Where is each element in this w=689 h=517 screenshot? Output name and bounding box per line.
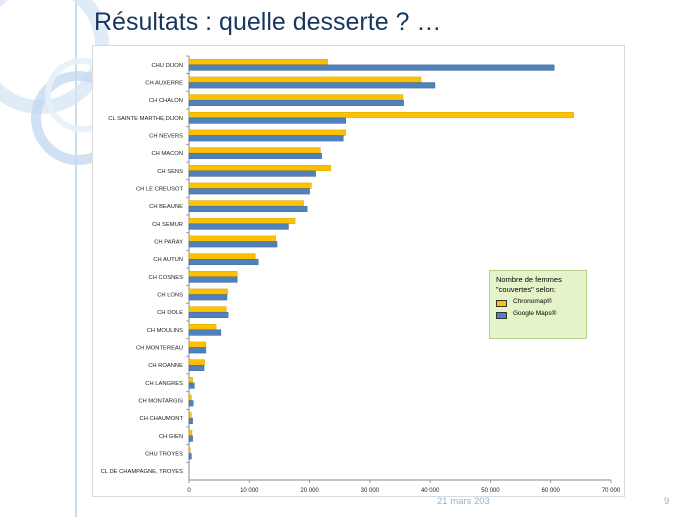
- bar-google-maps-ch-lons: [188, 294, 228, 301]
- bar-chronomap-ch-beaune: [188, 200, 304, 207]
- x-tick-label-10-000: 10 000: [240, 488, 259, 494]
- bar-chronomap-ch-lons: [188, 288, 228, 295]
- bar-google-maps-ch-nevers: [188, 135, 344, 142]
- bar-chronomap-ch-le-creusot: [188, 182, 312, 189]
- bar-chronomap-ch-semur: [188, 218, 296, 225]
- category-label-ch-nevers: CH NEVERS: [149, 134, 183, 140]
- bar-google-maps-ch-sens: [188, 170, 316, 177]
- bar-google-maps-chu-troyes: [188, 453, 192, 460]
- footer-date: 21 mars 203: [437, 496, 490, 507]
- category-labels: CHU DIJON CH AUXERRE CH CHALON CL SAINTE MA…: [101, 55, 189, 475]
- category-label-ch-moulins: CH MOULINS: [147, 328, 184, 334]
- bars: [188, 59, 574, 460]
- bar-chronomap-ch-langres: [188, 377, 193, 384]
- bar-google-maps-ch-beaune: [188, 205, 308, 212]
- legend-label-chronomap: Chronomap®: [513, 298, 552, 305]
- category-label-ch-semur: CH SEMUR: [152, 222, 183, 228]
- category-label-ch-roanne: CH ROANNE: [148, 363, 183, 369]
- category-label-ch-lons: CH LONS: [157, 293, 183, 299]
- legend-swatch-chronomap: [496, 300, 507, 307]
- x-tick-label-40-000: 40 000: [421, 488, 440, 494]
- x-tick-label-0: 0: [187, 488, 191, 494]
- x-tick-label-60-000: 60 000: [542, 488, 561, 494]
- bar-google-maps-ch-moulins: [188, 329, 222, 336]
- bar-chronomap-cl-sainte-marthe-dijon: [188, 112, 574, 119]
- bar-chronomap-ch-moulins: [188, 324, 217, 331]
- bar-google-maps-ch-cosnes: [188, 276, 238, 283]
- bar-chronomap-ch-cosnes: [188, 271, 238, 278]
- bar-google-maps-cl-sainte-marthe-dijon: [188, 117, 346, 124]
- bar-chronomap-chu-dijon: [188, 59, 328, 66]
- category-label-chu-troyes: CHU TROYES: [145, 452, 183, 458]
- bar-google-maps-ch-paray: [188, 241, 278, 248]
- legend-item-chronomap: Chronomap®: [496, 298, 580, 307]
- bar-google-maps-ch-macon: [188, 152, 322, 159]
- bar-chronomap-ch-autun: [188, 253, 256, 260]
- bar-chronomap-ch-paray: [188, 235, 277, 242]
- slide-title: Résultats : quelle desserte ? …: [94, 8, 442, 36]
- category-label-ch-sens: CH SENS: [157, 169, 183, 175]
- bar-google-maps-ch-auxerre: [188, 82, 436, 89]
- category-label-ch-chaumont: CH CHAUMONT: [140, 416, 184, 422]
- legend-title: Nombre de femmes "couvertes" selon:: [496, 275, 562, 294]
- bar-chronomap-chu-troyes: [188, 447, 191, 454]
- category-label-ch-autun: CH AUTUN: [153, 257, 183, 263]
- x-tick-label-50-000: 50 000: [481, 488, 500, 494]
- category-label-ch-beaune: CH BEAUNE: [149, 204, 183, 210]
- category-label-ch-auxerre: CH AUXERRE: [145, 81, 183, 87]
- bar-chart: CHU DIJON CH AUXERRE CH CHALON CL SAINTE MA…: [101, 55, 621, 494]
- x-tick-label-70-000: 70 000: [602, 488, 621, 494]
- bar-google-maps-ch-gien: [188, 435, 193, 442]
- x-tick-label-20-000: 20 000: [300, 488, 319, 494]
- chart-legend: Nombre de femmes "couvertes" selon: Chro…: [489, 270, 587, 339]
- bar-google-maps-ch-langres: [188, 382, 195, 389]
- page-number: 9: [664, 496, 670, 507]
- category-label-ch-chalon: CH CHALON: [149, 98, 183, 104]
- bar-chronomap-ch-dole: [188, 306, 227, 313]
- bar-google-maps-ch-autun: [188, 258, 259, 265]
- chart-panel: CHU DIJON CH AUXERRE CH CHALON CL SAINTE MA…: [92, 45, 625, 497]
- category-label-ch-montargis: CH MONTARGIS: [138, 399, 183, 405]
- bar-chronomap-ch-montargis: [188, 394, 192, 401]
- category-label-ch-cosnes: CH COSNES: [149, 275, 184, 281]
- bar-google-maps-ch-semur: [188, 223, 289, 230]
- bar-google-maps-ch-chalon: [188, 99, 404, 106]
- bar-chronomap-ch-nevers: [188, 129, 346, 136]
- bar-chronomap-ch-sens: [188, 165, 331, 172]
- category-label-ch-montereau: CH MONTEREAU: [136, 346, 183, 352]
- bar-google-maps-ch-montereau: [188, 347, 207, 354]
- bar-google-maps-ch-roanne: [188, 364, 205, 371]
- bar-chronomap-ch-roanne: [188, 359, 205, 366]
- category-label-cl-sainte-marthe-dijon: CL SAINTE MARTHE,DIJON: [108, 116, 183, 122]
- category-label-cl-de-champagne-troyes: CL DE CHAMPAGNE, TROYES: [101, 469, 183, 475]
- bar-chronomap-ch-gien: [188, 430, 193, 437]
- bar-google-maps-ch-le-creusot: [188, 188, 310, 195]
- bar-google-maps-ch-montargis: [188, 400, 194, 407]
- category-label-ch-gien: CH GIEN: [159, 434, 183, 440]
- bar-google-maps-ch-dole: [188, 311, 229, 318]
- category-label-ch-dole: CH DOLE: [157, 310, 183, 316]
- category-label-ch-macon: CH MACON: [151, 151, 183, 157]
- legend-label-google-maps: Google Maps®: [513, 310, 557, 317]
- category-label-ch-paray: CH PARAY: [154, 240, 183, 246]
- bar-chronomap-ch-auxerre: [188, 76, 422, 83]
- legend-swatch-google-maps: [496, 312, 507, 319]
- bar-chronomap-ch-chalon: [188, 94, 404, 101]
- category-label-chu-dijon: CHU DIJON: [151, 63, 183, 69]
- bar-chronomap-ch-chaumont: [188, 412, 192, 419]
- bar-chronomap-ch-montereau: [188, 341, 207, 348]
- x-tick-label-30-000: 30 000: [361, 488, 380, 494]
- x-axis-ticks: 0 10 000 20 000 30 000 40 000 50 000 60 000 70 …: [187, 480, 621, 494]
- bar-google-maps-chu-dijon: [188, 64, 555, 71]
- category-label-ch-langres: CH LANGRES: [145, 381, 183, 387]
- bar-chronomap-ch-macon: [188, 147, 321, 154]
- bar-google-maps-ch-chaumont: [188, 417, 193, 424]
- legend-item-google-maps: Google Maps®: [496, 310, 580, 319]
- category-label-ch-le-creusot: CH LE CREUSOT: [136, 187, 183, 193]
